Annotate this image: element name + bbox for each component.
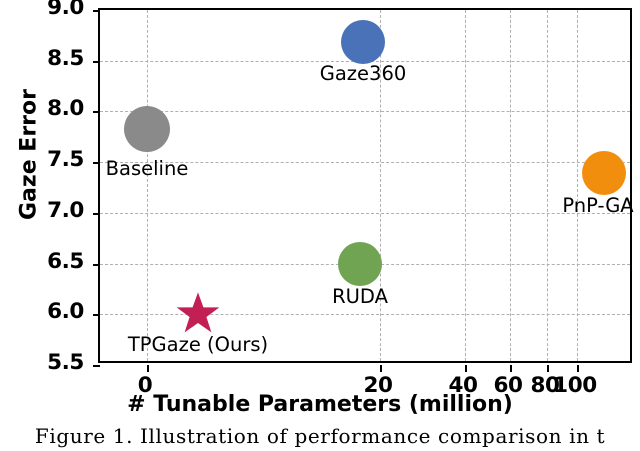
y-tick-label: 6.0 bbox=[47, 299, 84, 325]
y-tick-mark bbox=[93, 314, 100, 317]
x-tick-mark bbox=[547, 365, 549, 372]
y-tick-mark bbox=[93, 10, 100, 12]
x-axis-title: # Tunable Parameters (million) bbox=[127, 392, 513, 417]
gridline-vertical bbox=[465, 10, 466, 361]
y-tick-mark bbox=[93, 162, 100, 165]
gridline-vertical bbox=[510, 10, 511, 361]
data-point-baseline[interactable] bbox=[124, 106, 170, 152]
x-tick-label: 60 bbox=[493, 373, 523, 398]
data-point-label-baseline: Baseline bbox=[105, 157, 189, 180]
data-point-label-tpgaze-ours: TPGaze (Ours) bbox=[127, 333, 269, 356]
x-tick-mark bbox=[577, 365, 579, 372]
x-tick-label: 40 bbox=[448, 373, 478, 398]
data-point-label-gaze360: Gaze360 bbox=[319, 62, 407, 85]
gridline-horizontal bbox=[100, 314, 630, 316]
x-tick-mark bbox=[380, 365, 382, 372]
x-tick-label: 100 bbox=[553, 373, 597, 398]
x-tick-mark bbox=[147, 365, 149, 372]
x-tick-label: 0 bbox=[137, 373, 153, 398]
data-point-label-ruda: RUDA bbox=[332, 285, 388, 308]
y-tick-mark bbox=[93, 60, 100, 63]
y-tick-mark bbox=[93, 263, 100, 266]
y-tick-label: 5.5 bbox=[47, 350, 84, 375]
gridline-horizontal bbox=[100, 111, 630, 113]
y-tick-label: 9.0 bbox=[47, 0, 84, 20]
x-tick-label: 20 bbox=[363, 373, 393, 398]
y-axis-title: Gaze Error bbox=[16, 89, 42, 220]
x-tick-mark bbox=[465, 365, 467, 372]
gridline-horizontal bbox=[100, 162, 630, 164]
gridline-vertical bbox=[380, 10, 381, 361]
gridline-horizontal bbox=[100, 212, 630, 214]
y-tick-mark bbox=[93, 212, 100, 215]
gridline-vertical bbox=[147, 10, 148, 361]
y-tick-label: 7.5 bbox=[47, 147, 84, 173]
gridline-vertical bbox=[547, 10, 548, 361]
y-tick-mark bbox=[93, 365, 100, 367]
gridline-vertical bbox=[577, 10, 578, 361]
figure-caption: Figure 1. Illustration of performance co… bbox=[34, 424, 606, 448]
plot-area: Baseline Gaze360 RUDA PnP-GA TPGaze (Ours) bbox=[93, 8, 634, 372]
data-point-pnp-ga[interactable] bbox=[582, 151, 626, 195]
data-point-ruda[interactable] bbox=[338, 242, 382, 286]
y-tick-label: 7.0 bbox=[47, 197, 84, 223]
y-tick-mark bbox=[93, 111, 100, 114]
x-tick-mark bbox=[510, 365, 512, 372]
y-tick-label: 6.5 bbox=[47, 248, 84, 274]
data-point-tpgaze-ours[interactable] bbox=[175, 291, 221, 337]
y-tick-label: 8.5 bbox=[47, 45, 84, 71]
y-tick-label: 8.0 bbox=[47, 96, 84, 122]
data-point-label-pnp-ga: PnP-GA bbox=[562, 194, 634, 217]
data-point-gaze360[interactable] bbox=[341, 20, 385, 64]
x-tick-label: 80 bbox=[530, 373, 560, 398]
